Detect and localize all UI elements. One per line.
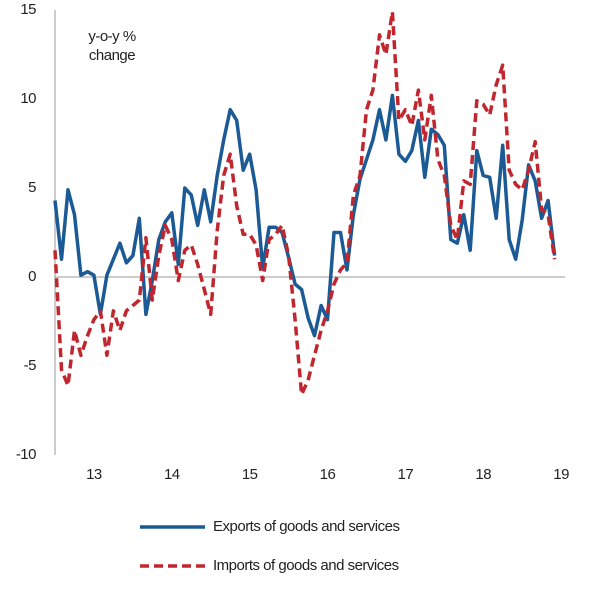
y-tick-label: 15 [20,1,36,18]
x-tick-label: 18 [475,466,491,483]
x-tick-label: 19 [553,466,569,483]
annotation: change [89,47,135,64]
legend-label: Imports of goods and services [213,557,399,574]
x-tick-label: 17 [398,466,414,483]
legend-label: Exports of goods and services [213,518,399,535]
y-tick-label: 5 [28,179,36,196]
x-tick-label: 14 [164,466,180,483]
x-tick-label: 15 [242,466,258,483]
x-tick-label: 13 [86,466,102,483]
annotation: y-o-y % [88,28,136,45]
series-line [53,93,557,338]
y-tick-label: 0 [28,268,36,285]
y-tick-label: -5 [24,357,36,374]
y-tick-label: 10 [20,90,36,107]
x-tick-label: 16 [320,466,336,483]
y-tick-label: -10 [16,446,36,463]
series-line [53,10,557,397]
